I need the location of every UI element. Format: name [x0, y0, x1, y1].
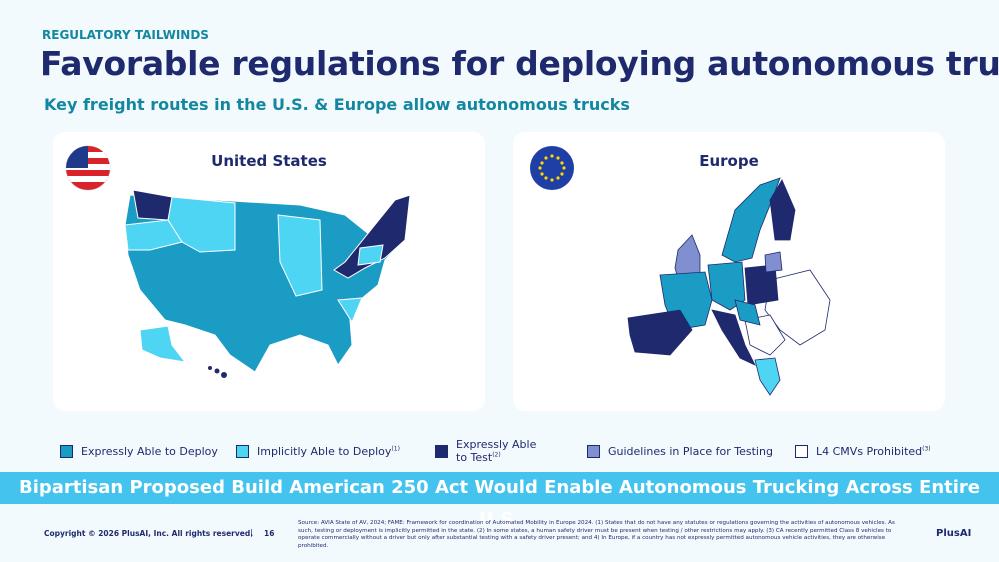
- legend-note: (1): [391, 444, 400, 452]
- legend-text: Implicitly Able to Deploy(1): [257, 445, 400, 458]
- legend: Expressly Able to Deploy Implicitly Able …: [60, 437, 960, 465]
- legend-swatch: [236, 444, 249, 458]
- legend-text: Expressly Able to Deploy: [81, 445, 218, 458]
- title: Favorable regulations for deploying auto…: [40, 44, 999, 83]
- subtitle: Key freight routes in the U.S. & Europe …: [44, 95, 630, 114]
- legend-item: Expressly Able to Test(2): [435, 437, 545, 465]
- us-map: [65, 145, 411, 378]
- panel-title: United States: [211, 152, 327, 170]
- logo: PlusAI: [936, 528, 972, 539]
- legend-swatch: [795, 444, 808, 458]
- banner: Bipartisan Proposed Build American 250 A…: [0, 472, 999, 530]
- panel-title: Europe: [699, 152, 759, 170]
- legend-label: Guidelines in Place for Testing: [608, 444, 773, 458]
- legend-item: Expressly Able to Deploy: [60, 437, 218, 465]
- separator: |: [250, 528, 253, 537]
- source-note: Source: AVIA State of AV, 2024; FAME: Fr…: [298, 520, 895, 549]
- legend-note: (3): [922, 444, 931, 452]
- legend-swatch: [587, 444, 600, 458]
- eyebrow: REGULATORY TAILWINDS: [42, 28, 209, 42]
- legend-text: Guidelines in Place for Testing: [608, 445, 773, 458]
- legend-item: Guidelines in Place for Testing: [587, 437, 773, 465]
- legend-text: L4 CMVs Prohibited(3): [816, 445, 931, 458]
- europe-map: [530, 146, 831, 396]
- europe-panel: Europe: [513, 132, 945, 411]
- legend-note: (2): [492, 451, 501, 459]
- legend-label: Expressly Able to Test: [456, 438, 537, 464]
- legend-label: Implicitly Able to Deploy: [257, 444, 392, 458]
- copyright: Copyright © 2026 PlusAI, Inc. All rights…: [44, 529, 254, 538]
- legend-swatch: [435, 444, 448, 458]
- page-number: 16: [264, 529, 275, 538]
- legend-label: L4 CMVs Prohibited: [816, 444, 923, 458]
- legend-item: Implicitly Able to Deploy(1): [236, 437, 400, 465]
- legend-text: Expressly Able to Test(2): [456, 438, 545, 464]
- legend-label: Expressly Able to Deploy: [81, 444, 218, 458]
- legend-item: L4 CMVs Prohibited(3): [795, 437, 931, 465]
- legend-swatch: [60, 444, 73, 458]
- us-panel: United States: [53, 132, 485, 411]
